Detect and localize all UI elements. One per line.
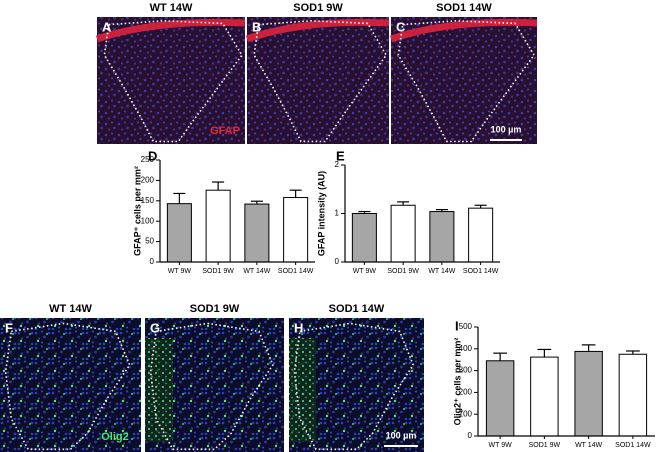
gfap-glow <box>391 17 537 144</box>
y-axis-label: GFAP⁺ cells per mm² <box>132 166 142 256</box>
scale-label: 100 µm <box>386 430 417 440</box>
y-tick-label: 250 <box>141 155 155 164</box>
y-tick-label: 300 <box>459 366 473 375</box>
olig-cluster <box>145 338 173 442</box>
gfap-membrane <box>95 18 246 43</box>
x-tick-label: WT 14W <box>428 268 455 275</box>
y-tick-label: 150 <box>141 196 155 205</box>
bar <box>166 203 192 263</box>
bar <box>429 211 455 263</box>
bar <box>574 350 603 437</box>
x-tick-label: SOD1 9W <box>387 268 419 275</box>
panel-letter: B <box>252 19 261 34</box>
panel-title: SOD1 14W <box>329 303 385 315</box>
x-tick-label: SOD1 14W <box>615 442 651 449</box>
x-tick-label: WT 9W <box>489 442 513 449</box>
panel-letter: I <box>455 318 459 333</box>
x-tick-label: SOD1 9W <box>202 268 234 275</box>
bar <box>485 360 515 437</box>
tissue-outline <box>293 322 415 451</box>
bar <box>283 197 309 263</box>
y-tick-label: 400 <box>459 344 473 353</box>
micrograph <box>247 17 389 144</box>
micrograph <box>0 318 141 452</box>
panel-letter: H <box>294 320 303 335</box>
y-tick-label: 100 <box>459 409 473 418</box>
bar <box>390 204 416 263</box>
y-tick-label: 1 <box>335 209 340 218</box>
micrograph <box>391 17 537 144</box>
panel-letter: G <box>150 320 160 335</box>
stain-label: GFAP <box>210 125 240 137</box>
tissue-outline <box>103 19 243 143</box>
tissue-outline <box>149 322 274 451</box>
tissue-outline <box>397 19 536 143</box>
x-tick-label: WT 9W <box>353 268 377 275</box>
stain-label: Olig2 <box>101 431 129 443</box>
y-tick-label: 50 <box>145 237 154 246</box>
x-tick-label: WT 14W <box>243 268 270 275</box>
panel-letter: A <box>102 19 112 34</box>
y-tick-label: 500 <box>459 322 473 331</box>
y-tick-label: 200 <box>459 388 473 397</box>
y-tick-label: 0 <box>468 431 473 440</box>
y-tick-label: 100 <box>141 216 155 225</box>
y-axis-label: Olig2⁺ cells per mm² <box>452 338 462 426</box>
gfap-membrane <box>389 18 538 43</box>
gfap-glow <box>247 17 389 144</box>
gfap-glow <box>97 17 245 144</box>
panel-letter: C <box>396 19 406 34</box>
bar <box>351 213 377 263</box>
panel-letter: E <box>336 148 345 163</box>
bar <box>205 189 231 263</box>
gfap-membrane <box>245 18 390 43</box>
panel-letter: F <box>5 320 13 335</box>
panel-title: WT 14W <box>49 303 92 315</box>
bar <box>468 207 494 263</box>
bar <box>530 356 559 437</box>
x-tick-label: WT 9W <box>168 268 192 275</box>
y-axis-label: GFAP intensity (AU) <box>316 171 326 256</box>
x-tick-label: WT 14W <box>575 442 602 449</box>
micrograph <box>97 17 245 144</box>
scale-label: 100 µm <box>491 124 522 134</box>
tissue-outline <box>253 19 388 143</box>
panel-title: SOD1 14W <box>436 2 492 14</box>
x-tick-label: SOD1 14W <box>278 268 314 275</box>
bar <box>244 203 270 263</box>
panel-title: SOD1 9W <box>293 2 343 14</box>
bar <box>618 353 648 437</box>
y-tick-label: 0 <box>150 257 155 266</box>
y-tick-label: 200 <box>141 176 155 185</box>
y-tick-label: 0 <box>335 257 340 266</box>
y-tick-label: 2 <box>335 160 340 169</box>
panel-letter: D <box>148 148 157 163</box>
olig-cluster <box>289 338 316 442</box>
panel-title: SOD1 9W <box>190 303 240 315</box>
x-tick-label: SOD1 14W <box>463 268 499 275</box>
x-tick-label: SOD1 9W <box>529 442 561 449</box>
panel-title: WT 14W <box>150 2 193 14</box>
